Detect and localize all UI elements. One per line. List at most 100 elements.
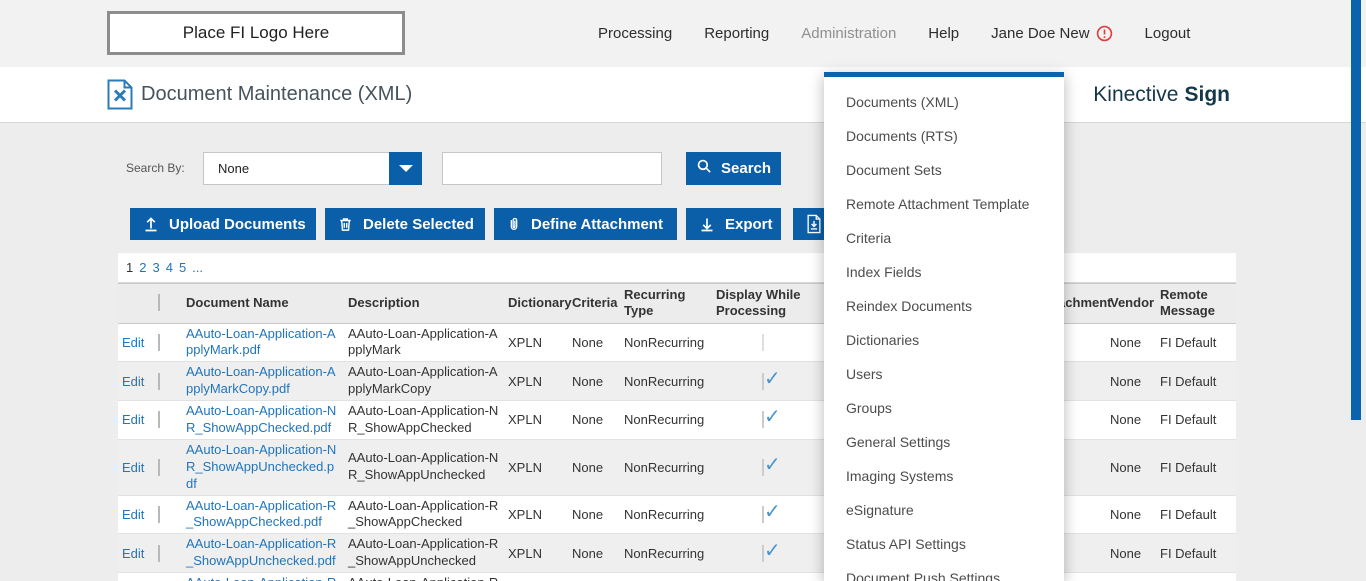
- criteria-cell: None: [568, 323, 620, 363]
- menu-item-esignature[interactable]: eSignature: [846, 502, 914, 518]
- menu-item-remote-attachment-template[interactable]: Remote Attachment Template: [846, 196, 1030, 212]
- col-header-description: Description: [344, 283, 504, 324]
- document-name-link[interactable]: AAuto-Loan-Application-NR_ShowAppUncheck…: [186, 441, 337, 491]
- criteria-cell: None: [568, 572, 620, 581]
- menu-item-documents-xml[interactable]: Documents (XML): [846, 94, 959, 110]
- menu-item-groups[interactable]: Groups: [846, 400, 892, 416]
- page-link-5[interactable]: 5: [178, 260, 187, 275]
- nav-item-help[interactable]: Help: [928, 25, 959, 42]
- documents-panel: 1 2 3 4 5... Document Name Description Diction…: [118, 253, 1236, 581]
- export-file-icon: [805, 214, 823, 234]
- description-text: AAuto-Loan-Application-RS-AFD731-test: [348, 575, 500, 581]
- display-while-processing-checkbox[interactable]: [762, 458, 764, 476]
- nav-item-processing[interactable]: Processing: [598, 25, 672, 42]
- document-name-cell: AAuto-Loan-Application-R_ShowAppChecked.…: [182, 495, 344, 535]
- menu-item-reindex-documents[interactable]: Reindex Documents: [846, 298, 973, 314]
- nav-item-logout[interactable]: Logout: [1145, 25, 1191, 42]
- criteria-cell: None: [568, 400, 620, 440]
- brand-regular: Kinective: [1093, 82, 1179, 106]
- row-checkbox[interactable]: [158, 505, 160, 523]
- page-link-4[interactable]: 4: [165, 260, 173, 275]
- row-checkbox[interactable]: [158, 333, 160, 351]
- display-while-processing-checkbox[interactable]: [762, 411, 764, 429]
- attachment-cell: [1036, 572, 1106, 581]
- table-row: Edit AAuto-Loan-Application-ApplyMarkCopy…: [118, 361, 1236, 402]
- display-while-processing-checkbox[interactable]: [762, 544, 764, 562]
- page-link-2[interactable]: 2: [139, 260, 147, 275]
- dictionary-cell: XPLN: [504, 533, 568, 574]
- display-while-processing-cell: [712, 361, 814, 402]
- remote-message-cell: FI Default: [1156, 533, 1236, 574]
- menu-item-index-fields[interactable]: Index Fields: [846, 264, 922, 280]
- menu-item-users[interactable]: Users: [846, 366, 883, 382]
- edit-link[interactable]: Edit: [122, 412, 145, 428]
- menu-item-documents-rts[interactable]: Documents (RTS): [846, 128, 958, 144]
- col-header-document-name: Document Name: [182, 283, 344, 324]
- criteria-cell: None: [568, 533, 620, 574]
- download-icon: [698, 215, 716, 233]
- edit-cell: Edit: [118, 533, 154, 574]
- document-name-link[interactable]: AAuto-Loan-Application-NR_ShowAppChecked…: [186, 403, 337, 435]
- nav-item-administration[interactable]: Administration: [801, 25, 896, 42]
- document-xml-icon: [107, 79, 133, 115]
- upload-documents-button[interactable]: Upload Documents: [130, 208, 316, 240]
- menu-item-status-api-settings[interactable]: Status API Settings: [846, 536, 966, 552]
- col-header-remote-message: Remote Message: [1156, 283, 1236, 324]
- vendor-cell: None: [1106, 533, 1156, 574]
- search-button[interactable]: Search: [686, 152, 781, 185]
- criteria-cell: None: [568, 439, 620, 496]
- edit-link[interactable]: Edit: [122, 459, 145, 475]
- edit-link[interactable]: Edit: [122, 373, 145, 389]
- define-attachment-button[interactable]: Define Attachment: [494, 208, 677, 240]
- recurring-type-cell: NonRecurring: [620, 439, 712, 496]
- row-select-cell: [154, 572, 182, 581]
- recurring-type-cell: NonRecurring: [620, 400, 712, 440]
- upload-icon: [142, 215, 160, 233]
- document-name-link[interactable]: AAuto-Loan-Application-R_ShowAppChecked.…: [186, 497, 337, 530]
- col-header-display-while-processing: Display While Processing: [712, 283, 814, 324]
- document-name-link[interactable]: AAuto-Loan-Application-ApplyMark.pdf: [186, 325, 336, 358]
- row-checkbox[interactable]: [158, 372, 160, 390]
- search-input[interactable]: [442, 152, 662, 185]
- row-checkbox[interactable]: [158, 544, 160, 562]
- menu-item-general-settings[interactable]: General Settings: [846, 434, 951, 450]
- select-dropdown-button[interactable]: [389, 152, 422, 185]
- dictionary-cell: XPLN: [504, 495, 568, 535]
- document-name-link[interactable]: AAuto-Loan-Application-RS-AFD731-test.pd…: [186, 575, 340, 581]
- display-while-processing-cell: [712, 572, 814, 581]
- row-checkbox[interactable]: [158, 411, 160, 429]
- menu-item-criteria[interactable]: Criteria: [846, 230, 892, 246]
- delete-selected-button[interactable]: Delete Selected: [325, 208, 485, 240]
- edit-link[interactable]: Edit: [122, 506, 145, 522]
- description-text: AAuto-Loan-Application-R_ShowAppChecked: [348, 497, 499, 530]
- document-name-link[interactable]: AAuto-Loan-Application-R_ShowAppUnchecke…: [186, 536, 337, 569]
- display-while-processing-checkbox[interactable]: [762, 505, 764, 523]
- edit-link[interactable]: Edit: [122, 545, 145, 561]
- scrollbar-thumb[interactable]: [1351, 0, 1361, 420]
- row-checkbox[interactable]: [158, 458, 160, 476]
- page-link-[interactable]: ...: [192, 260, 204, 275]
- nav-item-reporting[interactable]: Reporting: [704, 25, 769, 42]
- pagination: 1 2 3 4 5...: [118, 253, 1236, 283]
- fi-logo-placeholder: Place FI Logo Here: [107, 11, 405, 55]
- select-all-checkbox[interactable]: [158, 294, 160, 312]
- page-title: Document Maintenance (XML): [141, 83, 413, 105]
- search-by-select[interactable]: None: [203, 152, 422, 185]
- nav-item-jane-doe-new[interactable]: Jane Doe New: [991, 25, 1112, 42]
- page-link-3[interactable]: 3: [152, 260, 160, 275]
- description-cell: AAuto-Loan-Application-R_ShowAppUnchecke…: [344, 533, 504, 574]
- nav-item-label: Administration: [801, 25, 897, 42]
- menu-item-dictionaries[interactable]: Dictionaries: [846, 332, 920, 348]
- description-cell: AAuto-Loan-Application-NR_ShowAppChecked: [344, 400, 504, 440]
- edit-link[interactable]: Edit: [122, 334, 145, 350]
- recurring-type-cell: NonRecurring: [620, 495, 712, 535]
- display-while-processing-checkbox[interactable]: [762, 372, 764, 390]
- document-name-link[interactable]: AAuto-Loan-Application-ApplyMarkCopy.pdf: [186, 364, 336, 397]
- description-cell: AAuto-Loan-Application-R_ShowAppChecked: [344, 495, 504, 535]
- display-while-processing-checkbox[interactable]: [762, 333, 764, 351]
- menu-item-document-push-settings[interactable]: Document Push Settings: [846, 570, 1001, 581]
- menu-item-document-sets[interactable]: Document Sets: [846, 162, 942, 178]
- row-select-cell: [154, 323, 182, 363]
- menu-item-imaging-systems[interactable]: Imaging Systems: [846, 468, 954, 484]
- export-button[interactable]: Export: [686, 208, 781, 240]
